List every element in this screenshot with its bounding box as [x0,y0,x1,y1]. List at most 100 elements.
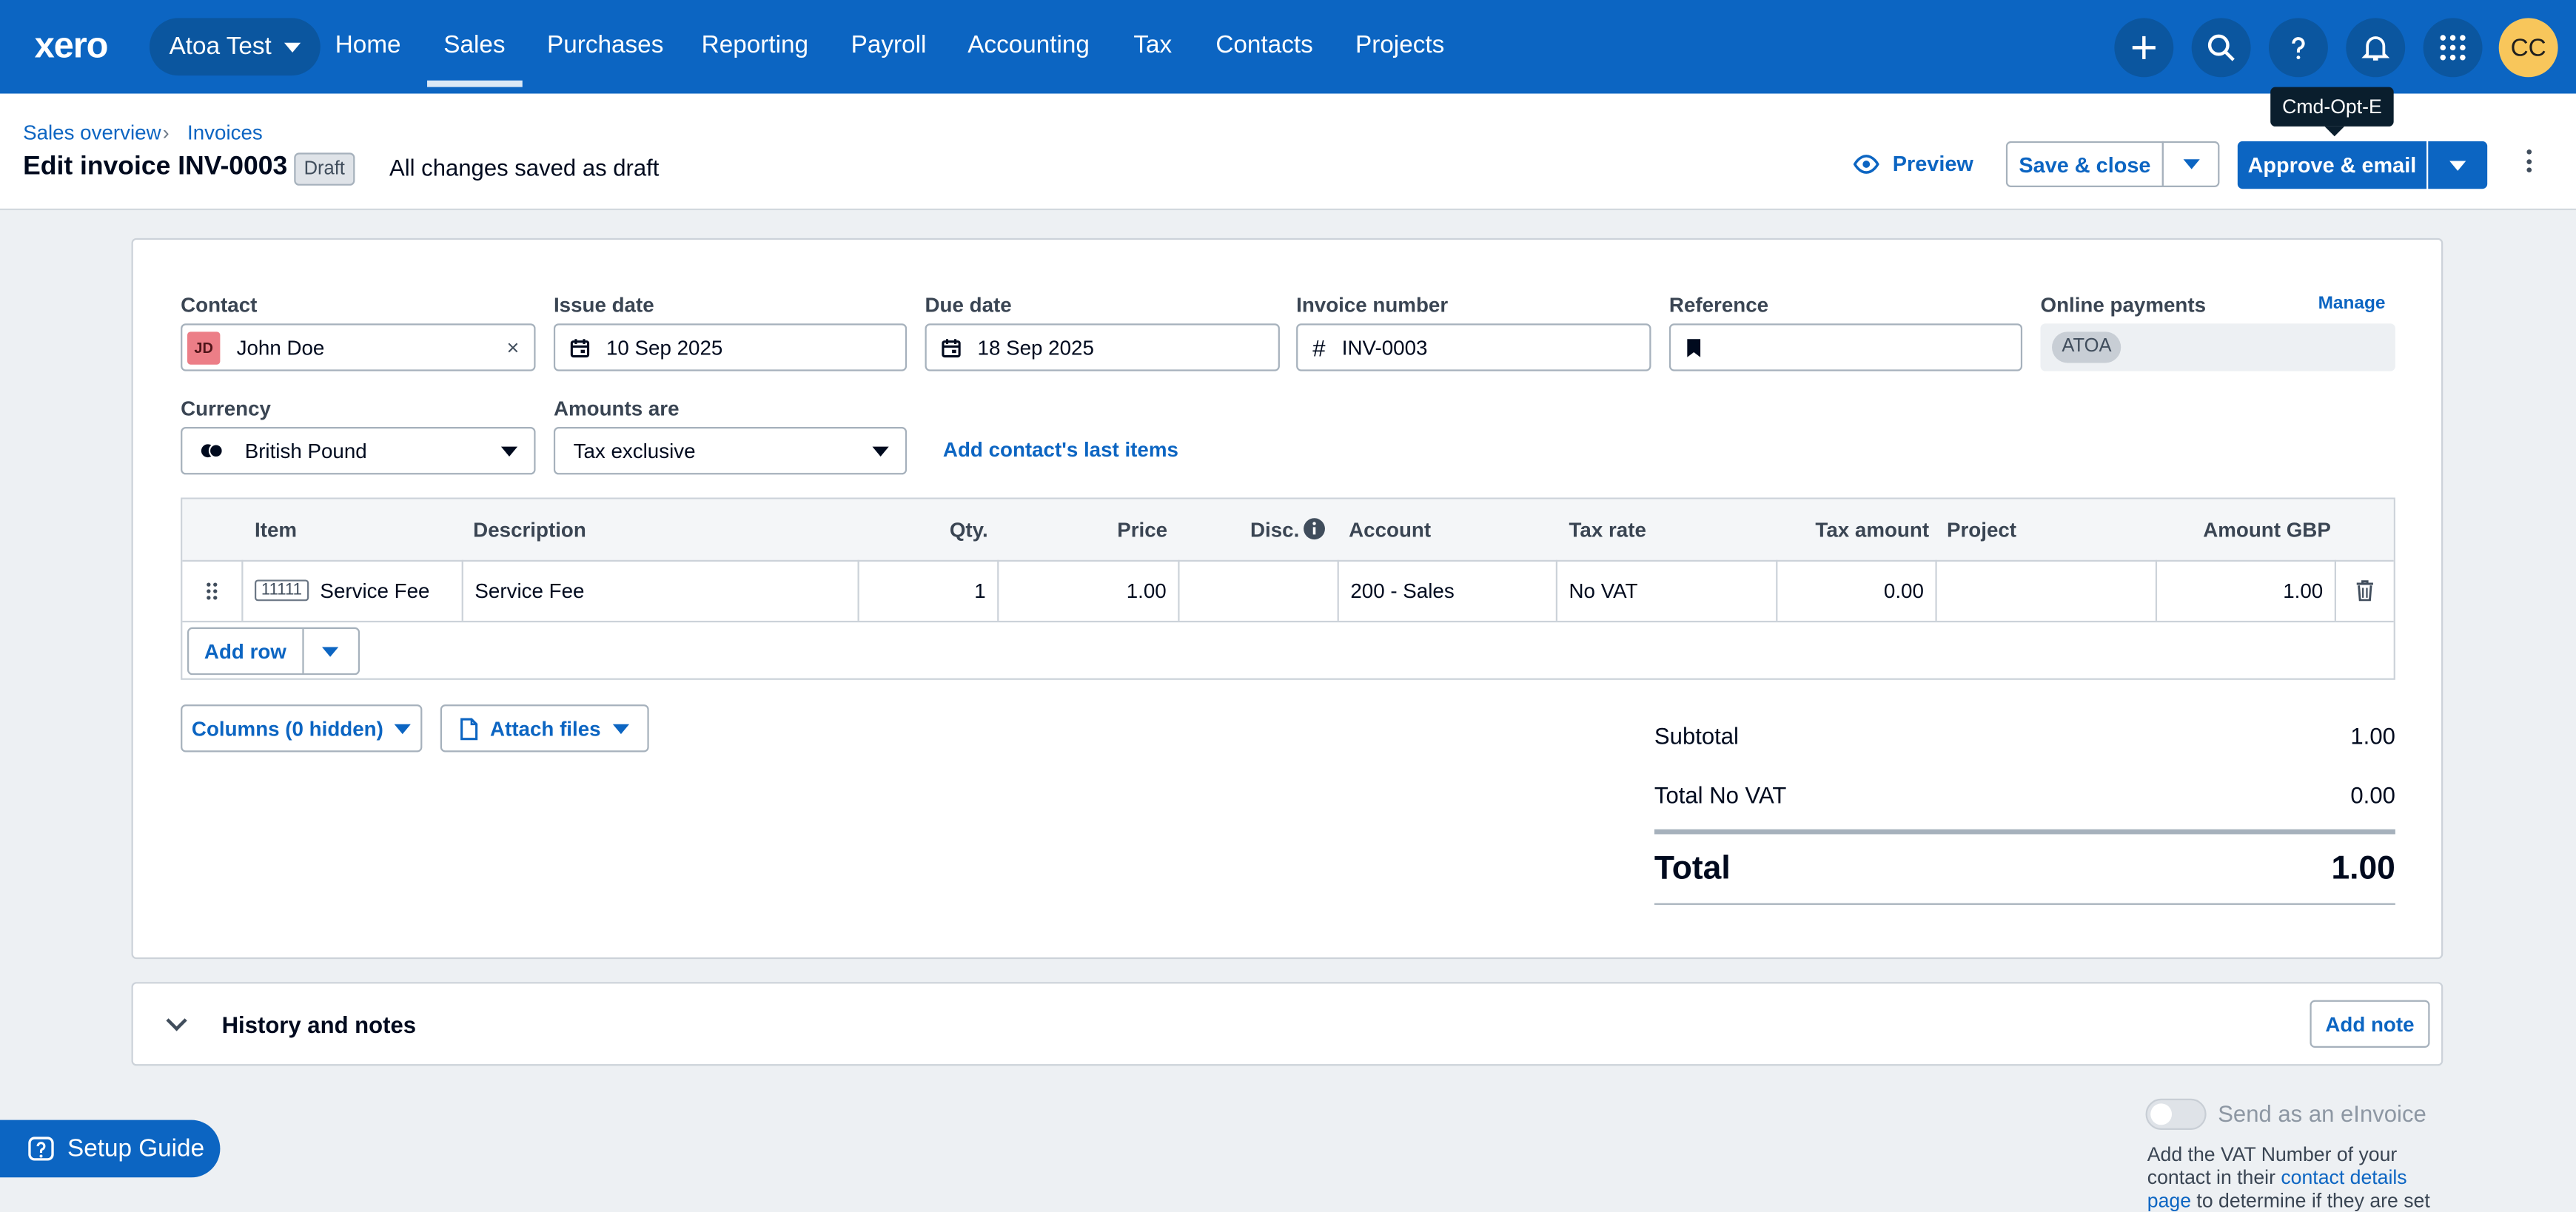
approve-email-button[interactable]: Approve & email [2237,141,2427,189]
grid-icon [2440,35,2466,61]
help-button[interactable] [2268,18,2328,78]
reference-field[interactable] [1668,323,2023,371]
disc-cell[interactable] [1180,559,1339,621]
calendar-icon [942,337,962,357]
add-row-dropdown[interactable] [303,629,358,673]
item-cell[interactable]: 11111 Service Fee [243,559,463,621]
account-value: 200 - Sales [1350,579,1455,602]
currency-select[interactable]: British Pound [181,427,536,475]
breadcrumb-invoices[interactable]: Invoices [187,121,263,145]
column-header-tax-rate: Tax rate [1569,519,1646,542]
calendar-icon [570,337,590,357]
column-header-amount: Amount GBP [2203,519,2331,542]
save-close-button[interactable]: Save & close [2005,141,2164,188]
add-row-group: Add row [187,627,360,676]
delete-row-button[interactable] [2336,560,2394,621]
add-row-button[interactable]: Add row [189,629,303,673]
description-cell[interactable]: Service Fee [463,559,859,621]
app-launcher-button[interactable] [2423,18,2483,78]
total-no-vat-value: 0.00 [2350,781,2395,808]
manage-link[interactable]: Manage [2318,294,2386,314]
issue-date-field[interactable]: 10 Sep 2025 [553,323,908,371]
create-new-button[interactable] [2114,18,2174,78]
nav-purchases[interactable]: Purchases [547,31,664,59]
info-icon[interactable] [1303,517,1326,540]
qty-cell[interactable]: 1 [859,559,999,621]
item-code: 11111 [255,579,309,602]
issue-date-label: Issue date [553,294,654,317]
project-cell[interactable] [1937,559,2158,621]
total-label: Total [1654,850,1731,887]
tax-rate-cell[interactable]: No VAT [1557,559,1778,621]
caret-down-icon [2182,159,2199,169]
invoice-number-value: INV-0003 [1341,335,1428,359]
total-no-vat-label: Total No VAT [1654,781,1787,808]
caret-down-icon [2449,160,2466,170]
nav-sales[interactable]: Sales [427,31,521,87]
amounts-are-select[interactable]: Tax exclusive [553,427,908,475]
description-value: Service Fee [474,579,585,602]
total-value: 1.00 [2331,850,2395,887]
more-options-icon[interactable] [2522,149,2535,173]
user-avatar[interactable]: CC [2498,18,2558,78]
amounts-are-label: Amounts are [553,397,680,421]
contact-value: John Doe [236,335,325,359]
caret-down-icon [395,723,412,733]
bookmark-icon [1686,337,1702,357]
tax-amount-value: 0.00 [1883,579,1924,602]
invoice-number-field[interactable]: # INV-0003 [1296,323,1651,371]
nav-tax[interactable]: Tax [1133,31,1173,59]
breadcrumb-sales-overview[interactable]: Sales overview [23,121,161,145]
caret-down-icon [500,446,518,457]
xero-logo[interactable]: xero [34,24,109,66]
currency-icon [201,443,224,459]
search-button[interactable] [2191,18,2251,78]
plus-icon [2132,36,2156,59]
contact-details-link[interactable]: contact details page [2147,1165,2407,1212]
einvoice-help-post: to determine if they are set [2191,1188,2430,1212]
clear-icon[interactable]: × [506,334,520,360]
contact-field[interactable]: JD John Doe × [181,323,536,371]
add-note-button[interactable]: Add note [2310,1000,2430,1048]
amount-value: 1.00 [2283,579,2324,602]
save-status: All changes saved as draft [389,154,660,181]
caret-down-icon [612,723,629,733]
add-last-items-link[interactable]: Add contact's last items [942,438,1178,462]
account-cell[interactable]: 200 - Sales [1339,559,1557,621]
save-options-dropdown[interactable] [2161,141,2220,188]
nav-home[interactable]: Home [335,31,401,59]
preview-button[interactable]: Preview [1853,151,1973,175]
setup-guide-button[interactable]: Setup Guide [0,1120,221,1178]
columns-button[interactable]: Columns (0 hidden) [181,704,423,753]
online-payments-field: ATOA [2040,323,2395,371]
line-items-table: Item Description Qty. Price Disc. Accoun… [181,497,2395,680]
organisation-switcher[interactable]: Atoa Test [149,18,321,76]
nav-projects[interactable]: Projects [1355,31,1445,59]
eye-icon [1853,153,1879,173]
nav-reporting[interactable]: Reporting [701,31,809,59]
price-value: 1.00 [1126,579,1167,602]
item-name: Service Fee [320,579,430,602]
approve-options-dropdown[interactable] [2428,141,2488,189]
caret-down-icon [322,646,339,656]
column-header-item: Item [255,519,298,542]
question-icon [2292,37,2305,60]
price-cell[interactable]: 1.00 [999,559,1180,621]
caret-down-icon [284,41,301,52]
notifications-button[interactable] [2346,18,2406,78]
nav-accounting[interactable]: Accounting [967,31,1090,59]
history-notes-panel[interactable] [131,982,2443,1066]
amount-cell[interactable]: 1.00 [2157,559,2336,621]
nav-contacts[interactable]: Contacts [1215,31,1313,59]
nav-payroll[interactable]: Payroll [851,31,927,59]
due-date-label: Due date [925,294,1012,317]
attach-files-button[interactable]: Attach files [440,704,649,753]
drag-handle-icon[interactable] [182,559,244,621]
tax-amount-cell[interactable]: 0.00 [1777,559,1937,621]
totals-bottom-divider [1654,903,2395,905]
einvoice-toggle[interactable] [2145,1098,2207,1130]
subtotal-value: 1.00 [2350,722,2395,750]
due-date-field[interactable]: 18 Sep 2025 [925,323,1280,371]
page-title: Edit invoice INV-0003 [23,152,288,181]
hash-icon: # [1312,334,1326,361]
